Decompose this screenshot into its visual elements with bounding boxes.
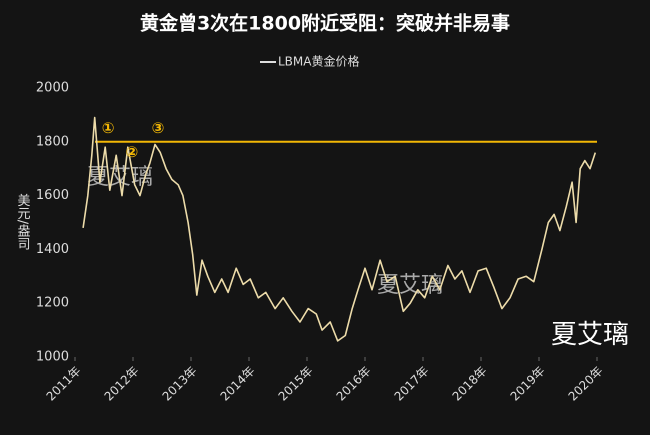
chart-title: 黄金曾3次在1800附近受阻：突破并非易事 xyxy=(140,12,510,35)
price-line xyxy=(82,116,597,342)
annotation: ② xyxy=(125,143,138,161)
watermark: 夏艾璃 xyxy=(551,320,629,350)
y-axis-label: 美元/盎司 xyxy=(15,194,31,251)
y-tick-label: 1000 xyxy=(36,350,69,365)
annotation: ③ xyxy=(152,119,165,137)
y-tick-label: 1800 xyxy=(36,134,69,149)
y-tick-label: 1400 xyxy=(36,242,69,257)
y-tick-label: 2000 xyxy=(36,81,69,96)
y-tick-label: 1600 xyxy=(36,188,69,203)
annotation: ① xyxy=(102,119,115,137)
legend-label: LBMA黄金价格 xyxy=(278,54,359,69)
y-tick-label: 1200 xyxy=(36,296,69,311)
